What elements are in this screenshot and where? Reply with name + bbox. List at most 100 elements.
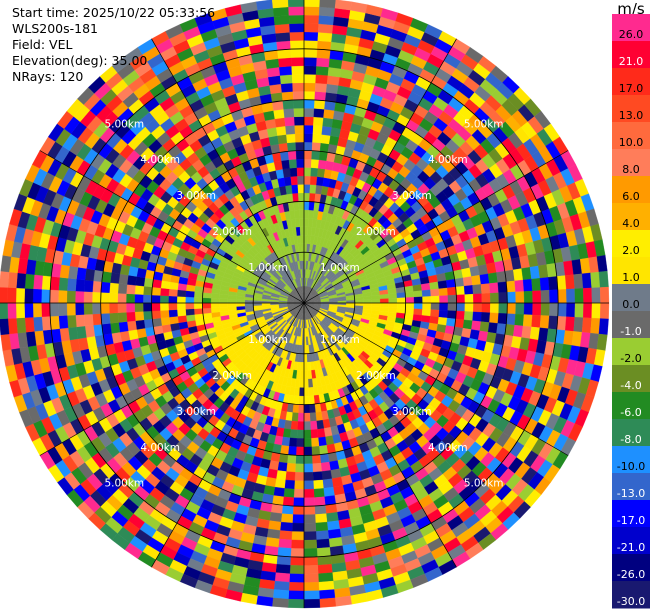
colorbar-unit: m/s (617, 0, 645, 18)
range-gate-cell (303, 345, 307, 354)
range-gate-cell (303, 565, 319, 575)
range-gate-cell (455, 286, 465, 296)
range-gate-cell (313, 116, 324, 127)
range-gate-cell (454, 318, 465, 329)
range-gate-cell (513, 268, 524, 282)
range-gate-cell (317, 555, 332, 566)
range-ring-label: 5.00km (104, 478, 144, 490)
range-gate-cell (289, 31, 305, 41)
range-gate-cell (202, 307, 212, 314)
range-gate-cell (574, 302, 584, 318)
range-gate-cell (100, 313, 111, 325)
azimuth-spoke (303, 38, 457, 304)
range-gate-cell (532, 290, 542, 304)
range-gate-cell (117, 312, 128, 323)
range-gate-cell (281, 91, 294, 101)
azimuth-spokes (0, 0, 609, 608)
colorbar-swatch (612, 176, 650, 204)
range-gate-cell (296, 158, 305, 168)
range-gate-cell (404, 308, 415, 315)
range-gate-cell (309, 184, 317, 194)
azimuth-spoke (39, 302, 305, 456)
range-gate-cell (320, 134, 331, 145)
range-ring-label: 4.00km (428, 442, 468, 454)
range-gate-cell (316, 49, 331, 59)
range-gate-cell (293, 201, 300, 211)
range-gate-cell (309, 403, 316, 414)
range-gate-cell (591, 287, 601, 304)
range-gate-cell (0, 270, 10, 288)
range-gate-cell (363, 299, 372, 304)
range-gate-cell (506, 280, 516, 293)
range-gate-cell (41, 316, 52, 331)
range-gate-cell (296, 235, 302, 245)
range-gate-cell (319, 0, 336, 9)
range-gate-cell (300, 243, 305, 253)
range-gate-cell (549, 302, 559, 317)
colorbar-tick-label: 0.0 (622, 298, 640, 311)
colorbar-swatch (612, 581, 650, 609)
range-gate-cell (472, 311, 482, 322)
range-gate-cell (303, 133, 314, 143)
range-gate-cell (396, 302, 406, 309)
range-gate-cell (309, 412, 317, 422)
range-gate-cell (118, 321, 129, 333)
range-gate-cell (274, 572, 290, 583)
range-gate-cell (303, 598, 321, 609)
range-gate-cell (548, 315, 558, 330)
ppi-velocity-plot: 1.00km 1.00km 1.00km 1.00km 2.00km 2.00km 2.00… (0, 0, 610, 609)
range-gate-cell (320, 461, 331, 472)
range-gate-cell (479, 273, 490, 285)
range-gate-cell (134, 293, 144, 304)
range-ring-label: 2.00km (356, 370, 396, 382)
range-gate-cell (522, 278, 533, 292)
range-gate-cell (315, 530, 329, 541)
range-gate-cell (598, 318, 609, 336)
range-gate-cell (303, 556, 318, 566)
range-gate-cell (311, 454, 321, 464)
range-gate-cell (300, 362, 305, 371)
range-gate-cell (143, 310, 153, 320)
range-gate-cell (299, 378, 305, 388)
range-gate-cell (272, 6, 290, 17)
range-gate-cell (290, 539, 305, 549)
colorbar-tick-label: 26.0 (619, 28, 644, 41)
range-gate-cell (152, 317, 162, 328)
range-gate-cell (298, 209, 305, 219)
range-gate-cell (303, 226, 309, 236)
range-gate-cell (481, 302, 491, 313)
range-ring-label: 1.00km (248, 262, 288, 274)
instrument-label: WLS200s-181 (12, 21, 98, 36)
colorbar-tick-label: -4.0 (620, 379, 641, 392)
colorbar-tick-label: 17.0 (619, 82, 644, 95)
range-gate-cell (160, 309, 170, 319)
range-gate-cell (92, 280, 102, 293)
range-gate-cell (294, 472, 305, 482)
range-gate-cell (319, 453, 330, 464)
range-gate-cell (275, 564, 291, 574)
range-gate-cell (285, 471, 296, 481)
range-gate-cell (277, 134, 288, 145)
range-gate-cell (292, 82, 305, 92)
colorbar-swatch (612, 41, 650, 69)
elevation-label: Elevation(deg): 35.00 (12, 53, 148, 68)
range-gate-cell (295, 141, 305, 151)
range-gate-cell (489, 282, 499, 294)
range-gate-cell (354, 299, 364, 304)
range-gate-cell (437, 317, 448, 326)
colorbar-swatch (612, 257, 650, 285)
range-gate-cell (75, 314, 86, 328)
range-gate-cell (303, 116, 314, 126)
range-gate-cell (16, 272, 27, 289)
colorbar-tick-label: -17.0 (617, 514, 645, 527)
range-gate-cell (299, 218, 305, 228)
range-gate-cell (289, 573, 305, 583)
range-gate-cell (379, 302, 389, 308)
range-gate-cell (279, 74, 293, 85)
range-gate-cell (379, 298, 389, 304)
range-gate-cell (303, 378, 309, 388)
range-gate-cell (556, 316, 567, 331)
field-label: Field: VEL (12, 37, 73, 52)
range-gate-cell (194, 313, 204, 321)
range-gate-cell (236, 305, 246, 311)
